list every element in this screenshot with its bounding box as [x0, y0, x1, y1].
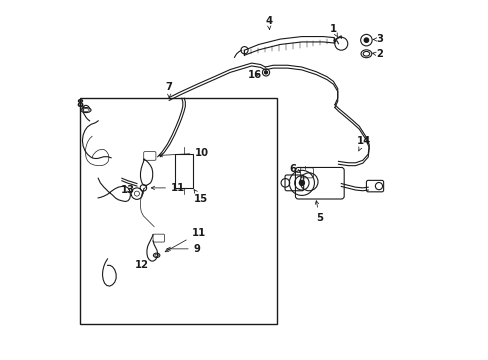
Text: 4: 4	[265, 17, 272, 30]
Text: 7: 7	[165, 82, 172, 98]
Text: 10: 10	[159, 148, 209, 158]
Text: 3: 3	[372, 35, 383, 44]
Bar	[174, 154, 193, 188]
Text: 12: 12	[135, 260, 149, 270]
Text: 2: 2	[372, 49, 383, 59]
Text: 11: 11	[165, 228, 205, 252]
Text: 8: 8	[77, 99, 83, 109]
Circle shape	[299, 180, 304, 185]
Circle shape	[364, 38, 368, 42]
Text: 6: 6	[289, 163, 300, 174]
Text: 14: 14	[356, 136, 370, 151]
Text: 15: 15	[193, 190, 207, 204]
Text: 11: 11	[151, 183, 185, 193]
Text: 1: 1	[329, 24, 337, 37]
Text: 13: 13	[121, 185, 135, 195]
Text: 5: 5	[315, 201, 323, 222]
Text: 16: 16	[247, 70, 261, 80]
Bar	[80, 98, 276, 324]
Text: 9: 9	[167, 244, 200, 254]
Circle shape	[264, 71, 267, 74]
